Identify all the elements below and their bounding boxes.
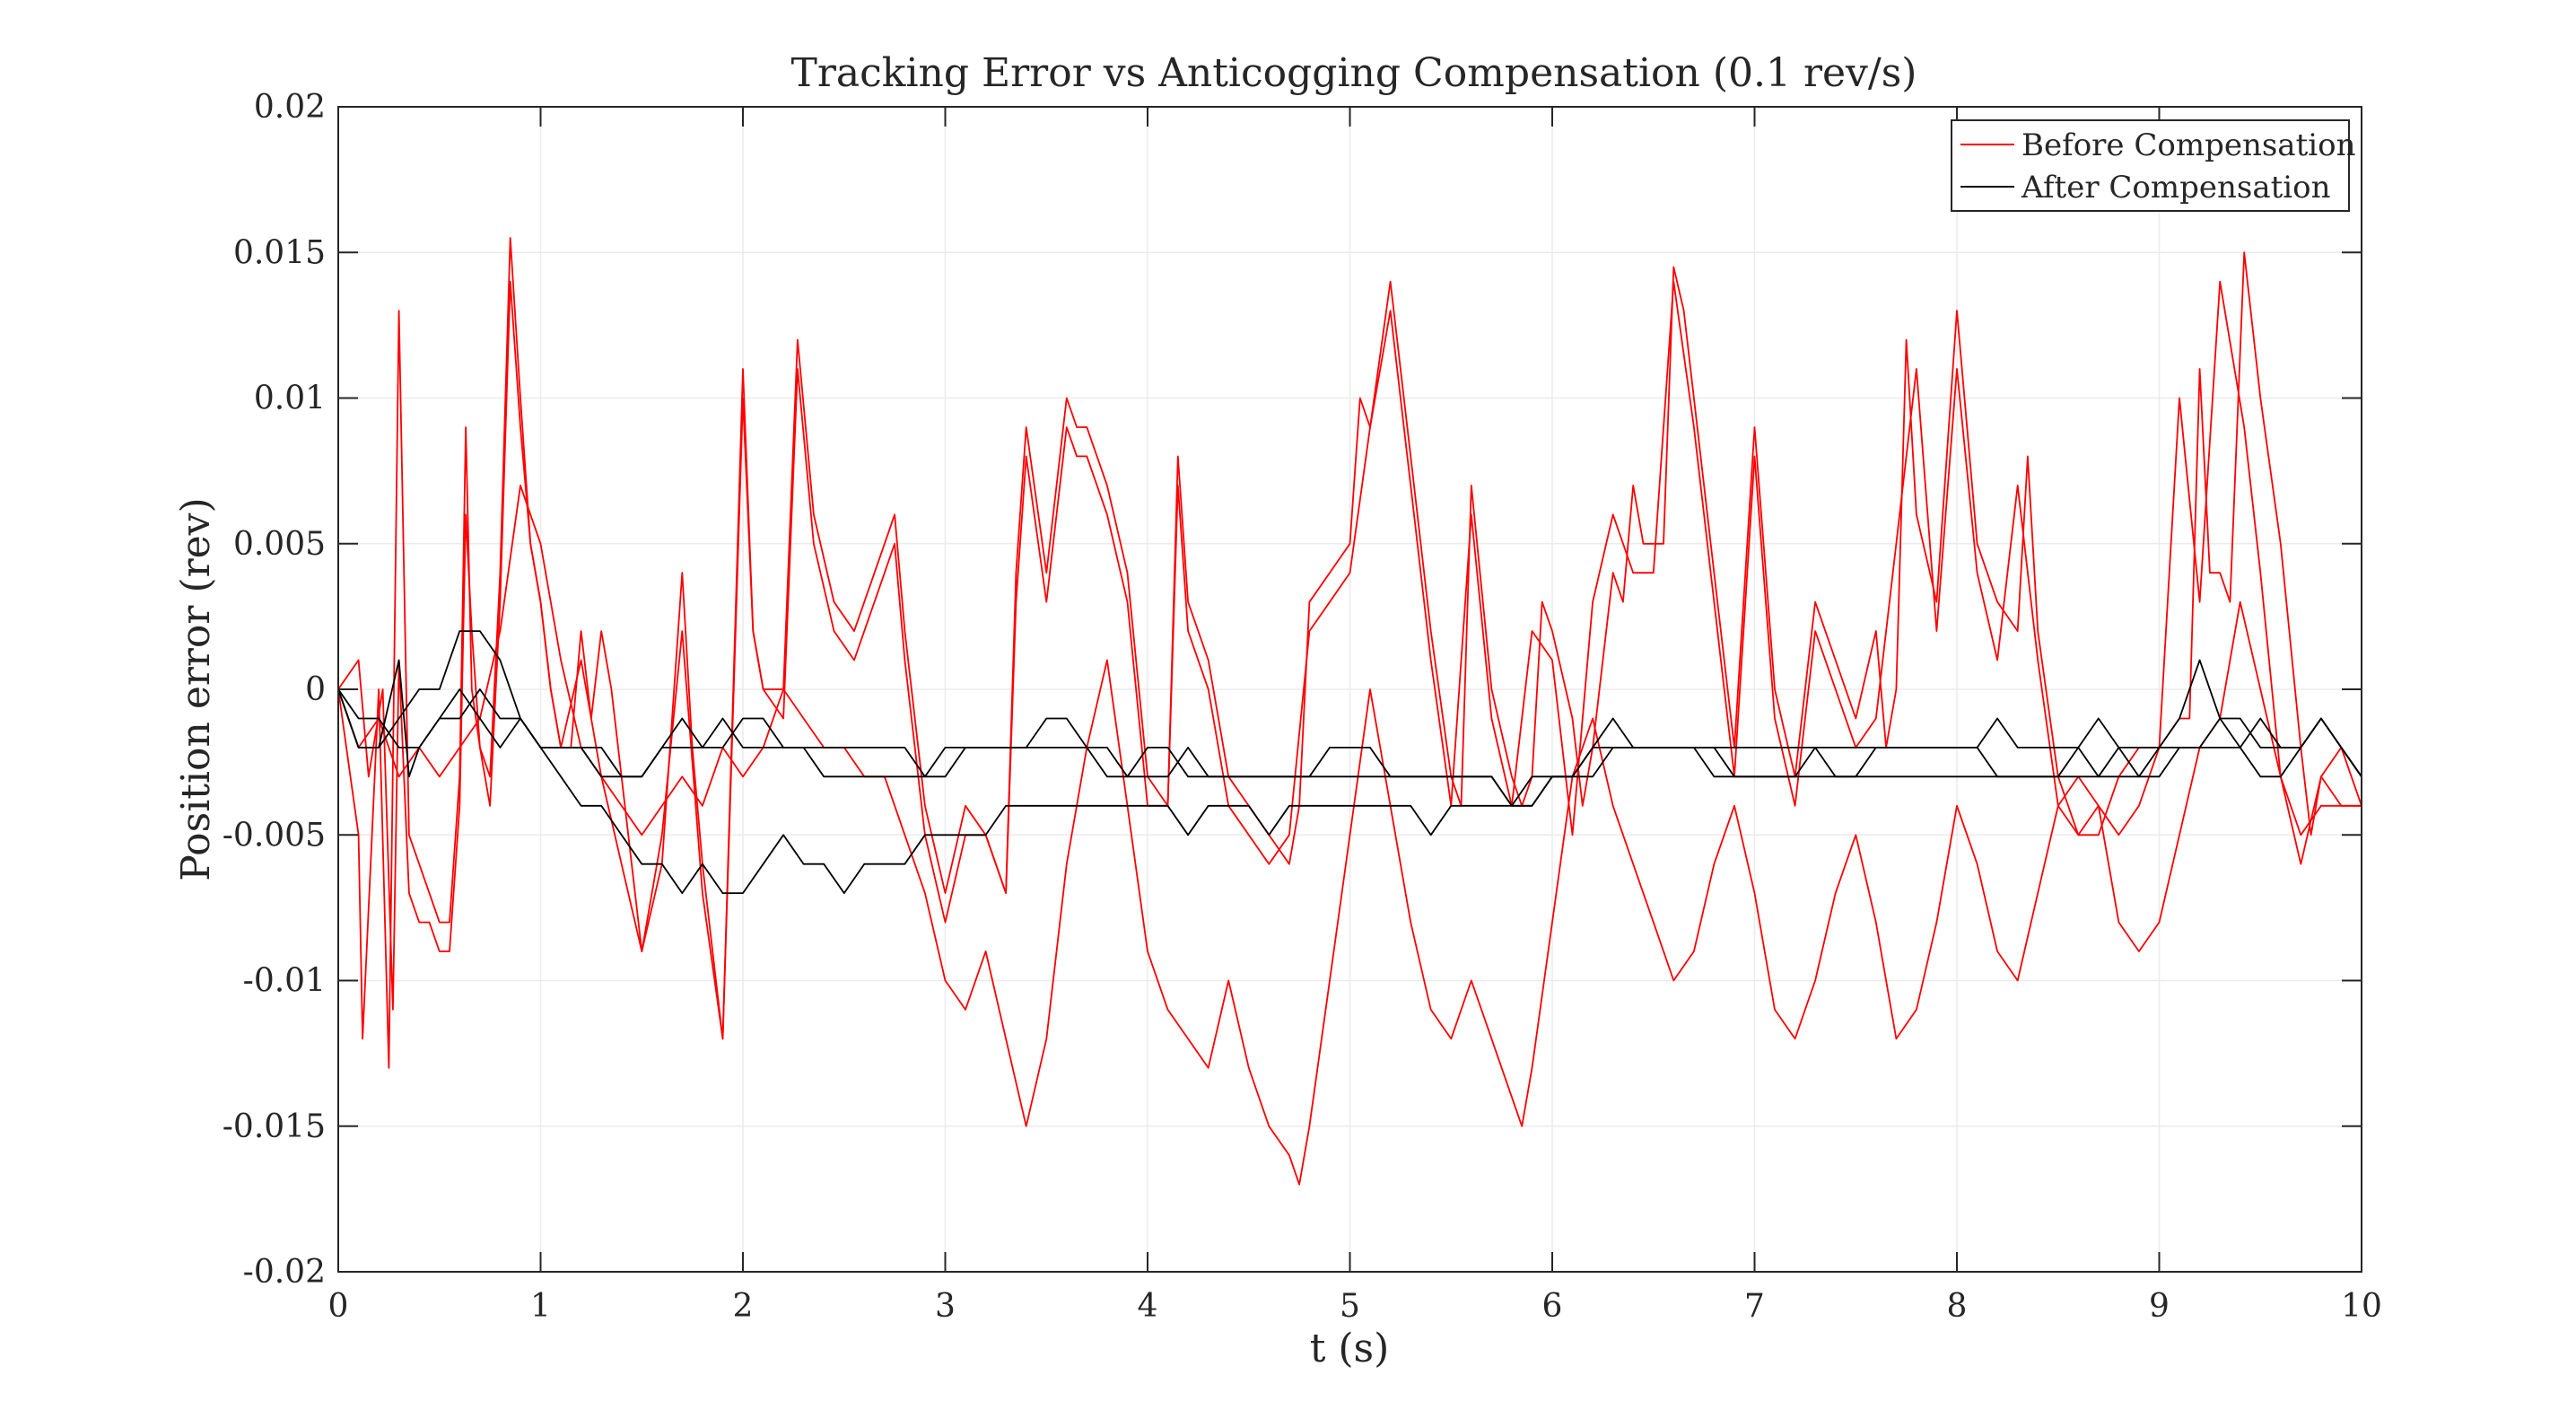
y-tick-label: 0.005 (233, 526, 326, 563)
y-tick-label: 0.02 (254, 89, 326, 126)
y-tick-label: 0.015 (233, 234, 326, 271)
x-tick-label: 2 (733, 1288, 754, 1325)
x-axis-tick-labels: 0 1 2 3 4 5 6 7 8 9 10 (328, 1288, 2382, 1325)
series-line-before-0 (337, 237, 2362, 1069)
x-tick-label: 5 (1340, 1288, 1360, 1325)
y-tick-label: -0.015 (223, 1108, 326, 1145)
x-tick-label: 1 (530, 1288, 551, 1325)
data-series (337, 237, 2362, 1186)
legend-label-before: Before Compensation (2022, 127, 2355, 163)
legend-label-after: After Compensation (2021, 170, 2331, 206)
x-tick-label: 10 (2341, 1288, 2382, 1325)
plot-area (337, 106, 2362, 1273)
y-axis-tick-labels: -0.02 -0.015 -0.01 -0.005 0 0.005 0.01 0.015 0.0… (223, 89, 326, 1291)
x-tick-label: 6 (1542, 1288, 1563, 1325)
x-tick-label: 0 (328, 1288, 349, 1325)
x-tick-label: 9 (2149, 1288, 2170, 1325)
series-line-before-2 (337, 485, 2362, 1186)
series-line-after-5 (337, 688, 2362, 807)
chart-title: Tracking Error vs Anticogging Compensati… (791, 50, 1917, 96)
x-tick-label: 8 (1947, 1288, 1968, 1325)
y-axis-label: Position error (rev) (173, 497, 219, 880)
legend-box (1951, 119, 2350, 212)
y-tick-label: -0.02 (243, 1254, 326, 1291)
x-axis-label: t (s) (1310, 1326, 1390, 1371)
y-tick-label: 0 (305, 671, 326, 708)
axis-ticks (337, 106, 2362, 1273)
y-tick-label: -0.01 (243, 963, 326, 1000)
x-tick-label: 4 (1138, 1288, 1158, 1325)
legend: Before Compensation After Compensation (1951, 119, 2355, 212)
y-tick-label: -0.005 (223, 817, 326, 854)
series-line-before-1 (337, 280, 2362, 1040)
x-tick-label: 3 (935, 1288, 956, 1325)
y-tick-label: 0.01 (254, 381, 326, 417)
x-tick-label: 7 (1744, 1288, 1765, 1325)
